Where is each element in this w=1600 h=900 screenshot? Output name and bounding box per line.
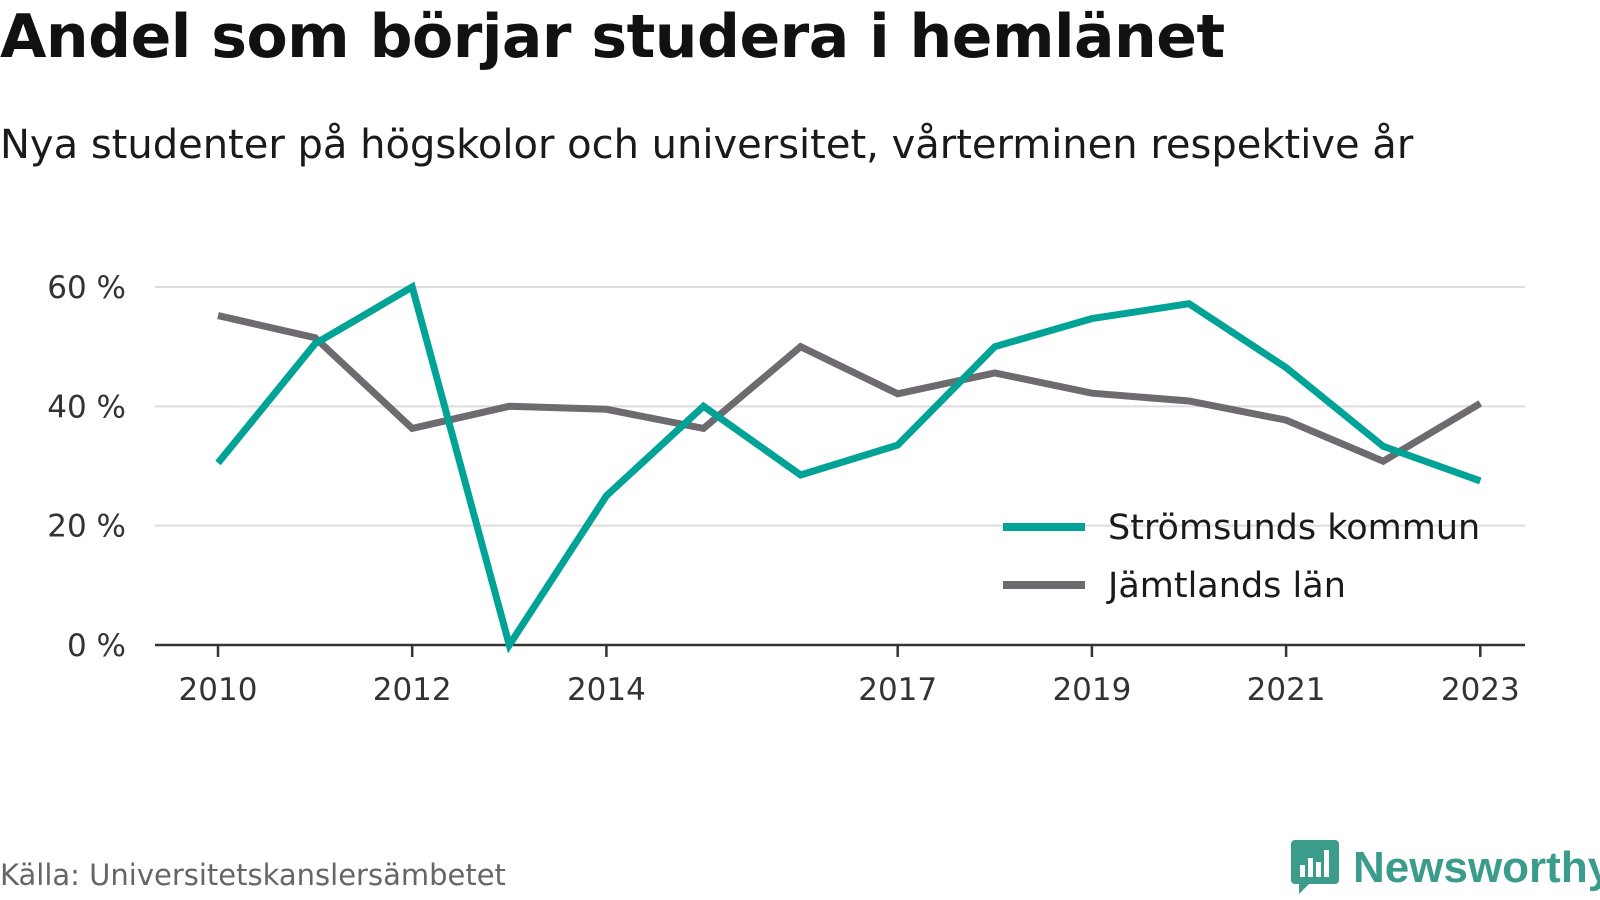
x-axis: 2010 2012 2014 2017 2019 2021 2023 xyxy=(155,643,1525,708)
x-tick-label: 2012 xyxy=(373,672,452,708)
x-tick-label: 2014 xyxy=(567,672,646,708)
x-tick-label: 2017 xyxy=(858,672,937,708)
source-note: Källa: Universitetskanslersämbetet xyxy=(0,858,506,892)
legend-label: Strömsunds kommun xyxy=(1108,508,1480,548)
x-tick-label: 2023 xyxy=(1441,672,1520,708)
chart-title: Andel som börjar studera i hemlänet xyxy=(0,2,1225,72)
legend-label: Jämtlands län xyxy=(1106,566,1346,606)
newsworthy-logo-icon xyxy=(1291,840,1339,894)
x-tick-label: 2010 xyxy=(179,672,258,708)
y-axis-ticks: 0 % 20 % 40 % 60 % xyxy=(47,270,126,664)
y-tick-label: 0 % xyxy=(67,628,126,664)
series-line-1 xyxy=(217,312,1483,466)
y-tick-label: 40 % xyxy=(47,389,126,425)
chart-subtitle: Nya studenter på högskolor och universit… xyxy=(0,122,1414,168)
y-tick-label: 60 % xyxy=(47,270,126,306)
y-tick-label: 20 % xyxy=(47,509,126,545)
gridlines xyxy=(155,286,1525,527)
x-tick-label: 2021 xyxy=(1247,672,1326,708)
brand-logo: Newsworthy xyxy=(1291,840,1600,896)
series-lines xyxy=(215,281,1483,654)
series-line-0 xyxy=(215,281,1482,654)
x-tick-label: 2019 xyxy=(1052,672,1131,708)
brand-name: Newsworthy xyxy=(1353,843,1600,892)
legend: Strömsunds kommun Jämtlands län xyxy=(1003,508,1480,606)
